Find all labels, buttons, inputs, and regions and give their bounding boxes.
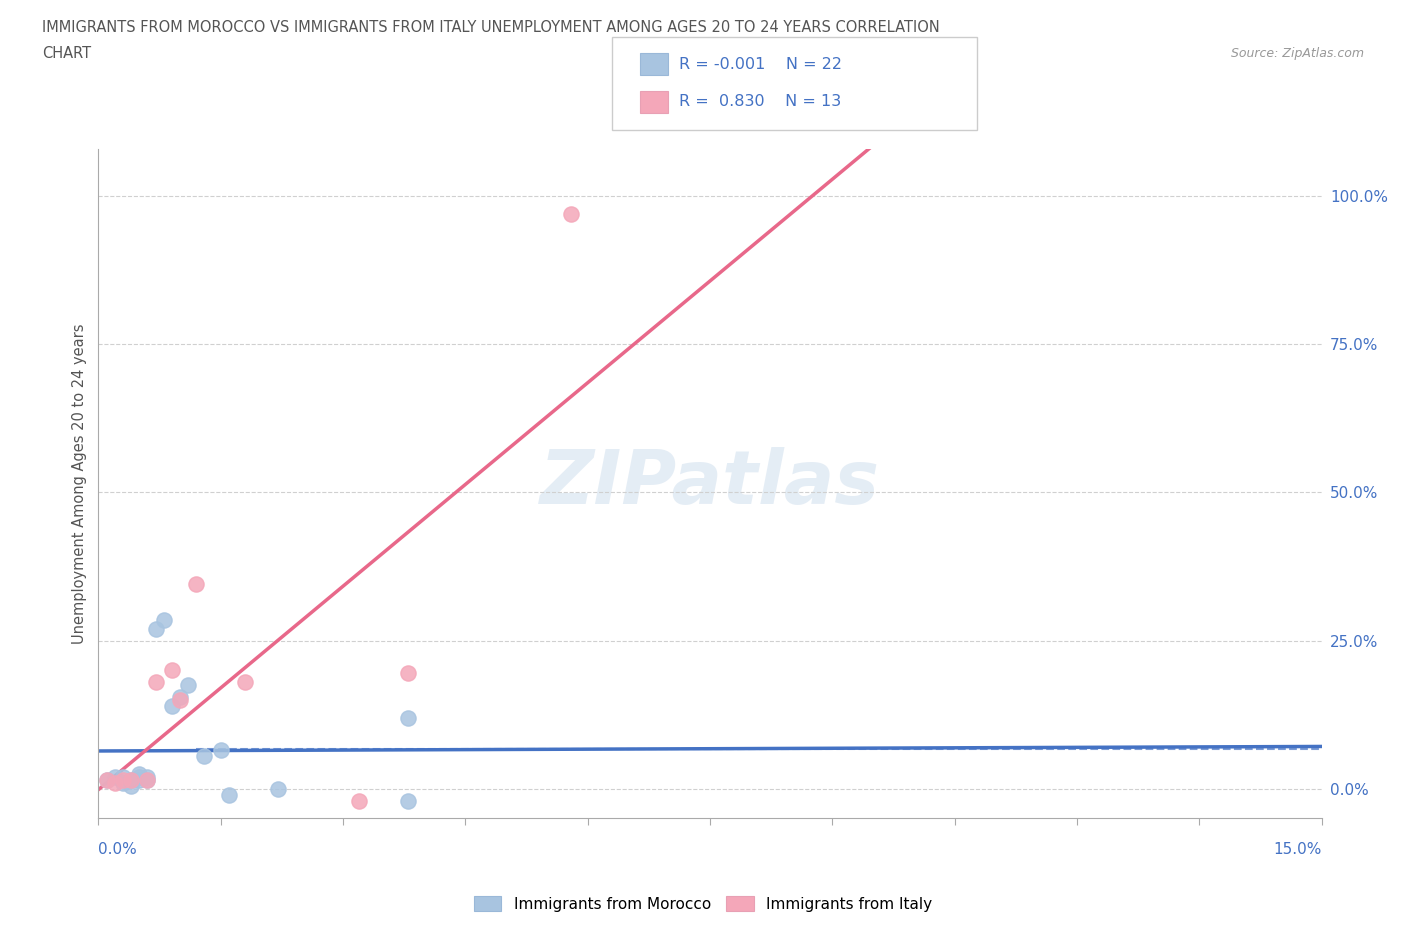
Point [396,711,419,725]
Point [120,778,142,793]
Point [111,776,134,790]
Point [169,693,191,708]
Point [128,769,150,784]
Point [120,773,142,788]
Text: CHART: CHART [42,46,91,61]
Point [96,773,118,788]
Point [136,773,159,788]
Text: 15.0%: 15.0% [1274,842,1322,857]
Point [128,766,150,781]
Point [193,749,215,764]
Legend: Immigrants from Morocco, Immigrants from Italy: Immigrants from Morocco, Immigrants from… [468,889,938,918]
Point [120,773,142,788]
Point [186,577,208,591]
Point [396,793,419,808]
Point [349,793,371,808]
Text: R = -0.001    N = 22: R = -0.001 N = 22 [679,57,842,72]
Point [160,663,183,678]
Text: R =  0.830    N = 13: R = 0.830 N = 13 [679,94,841,110]
Point [396,666,419,681]
Point [209,743,232,758]
Point [128,773,150,788]
Point [169,689,191,704]
Point [104,769,127,784]
Text: IMMIGRANTS FROM MOROCCO VS IMMIGRANTS FROM ITALY UNEMPLOYMENT AMONG AGES 20 TO 2: IMMIGRANTS FROM MOROCCO VS IMMIGRANTS FR… [42,20,941,35]
Point [160,698,183,713]
Point [145,621,167,636]
Y-axis label: Unemployment Among Ages 20 to 24 years: Unemployment Among Ages 20 to 24 years [72,324,87,644]
Point [218,788,240,803]
Text: 0.0%: 0.0% [98,842,138,857]
Point [111,773,134,788]
Point [136,773,159,788]
Point [152,613,174,628]
Text: Source: ZipAtlas.com: Source: ZipAtlas.com [1230,46,1364,60]
Point [111,769,134,784]
Point [177,678,200,693]
Point [136,769,159,784]
Point [145,674,167,689]
Text: ZIPatlas: ZIPatlas [540,447,880,520]
Point [560,206,582,221]
Point [233,674,256,689]
Point [267,781,290,796]
Point [104,776,127,790]
Point [96,773,118,788]
